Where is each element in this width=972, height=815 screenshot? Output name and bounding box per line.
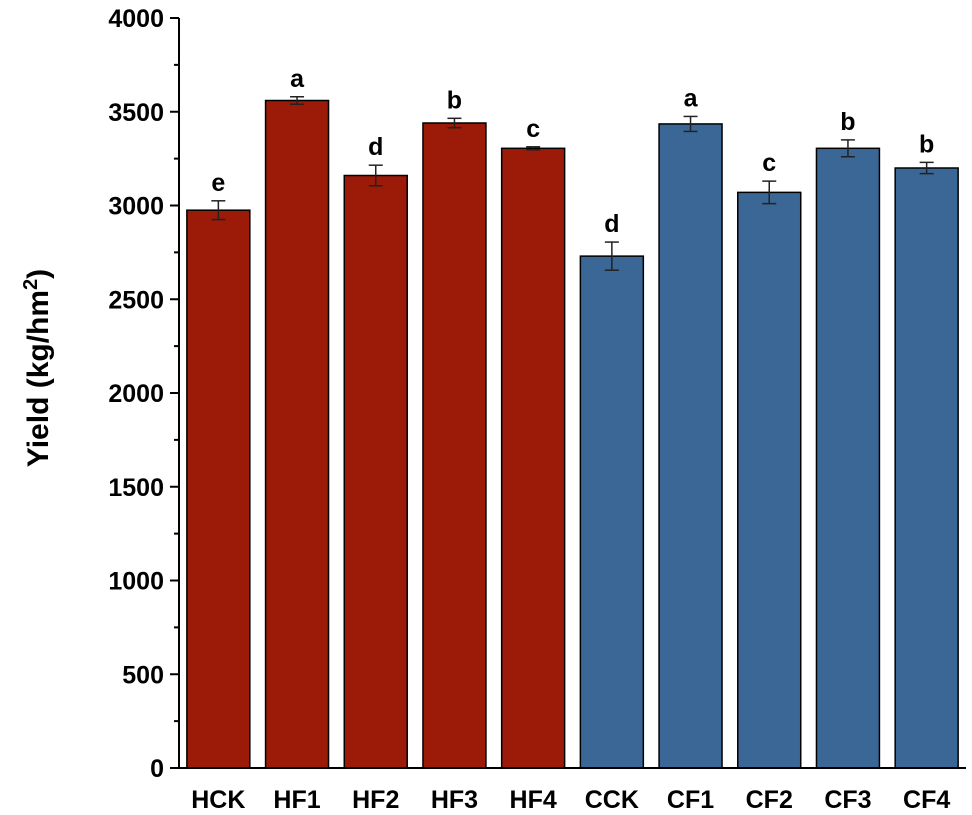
significance-labels-group: e a d b c d a c b b — [211, 65, 934, 238]
category-label-cf2: CF2 — [746, 786, 793, 814]
category-label-hf3: HF3 — [431, 786, 478, 814]
error-bars-group — [211, 96, 934, 271]
y-axis-ticks: 0 500 1000 1500 2000 2500 3000 3500 4000 — [108, 5, 179, 783]
bar-cck — [579, 255, 645, 769]
significance-label-cf3: b — [840, 108, 855, 136]
category-label-hf4: HF4 — [510, 786, 557, 814]
bar-hf4 — [500, 147, 566, 769]
significance-label-hf2: d — [368, 133, 383, 161]
y-tick-label: 2000 — [108, 380, 164, 408]
significance-label-cck: d — [604, 210, 619, 238]
significance-label-hf3: b — [447, 86, 462, 114]
bar-hf1 — [264, 99, 330, 769]
y-tick-label: 3500 — [108, 99, 164, 127]
bar-cf3 — [815, 147, 881, 769]
y-axis-title-superscript: 2 — [20, 279, 42, 290]
y-axis-title: Yield (kg/hm2) — [20, 269, 55, 467]
y-axis-title-main: Yield (kg/hm — [22, 290, 55, 467]
bar-hf2 — [343, 174, 408, 769]
y-tick-label: 500 — [122, 661, 164, 689]
bars-group — [186, 99, 959, 769]
significance-label-hf4: c — [526, 115, 540, 143]
y-tick-label: 1000 — [108, 568, 164, 596]
category-label-cf4: CF4 — [903, 786, 950, 814]
category-label-hck: HCK — [191, 786, 245, 814]
category-label-cck: CCK — [585, 786, 639, 814]
category-label-cf1: CF1 — [667, 786, 714, 814]
significance-label-cf2: c — [762, 149, 776, 177]
significance-label-hf1: a — [290, 65, 305, 93]
bar-cf2 — [737, 191, 802, 769]
bar-hck — [186, 209, 251, 769]
y-tick-label: 1500 — [108, 474, 164, 502]
category-label-cf3: CF3 — [824, 786, 871, 814]
y-tick-label: 4000 — [108, 5, 164, 33]
y-tick-label: 3000 — [108, 193, 164, 221]
significance-label-cf1: a — [684, 84, 699, 112]
category-label-hf1: HF1 — [273, 786, 320, 814]
y-axis-title-close: ) — [22, 269, 55, 279]
bar-cf4 — [894, 167, 959, 769]
significance-label-cf4: b — [919, 130, 934, 158]
y-tick-label: 0 — [150, 755, 164, 783]
category-labels-group: HCK HF1 HF2 HF3 HF4 CCK CF1 CF2 CF3 CF4 — [191, 786, 950, 814]
bar-hf3 — [422, 122, 487, 769]
y-tick-label: 2500 — [108, 286, 164, 314]
significance-label-hck: e — [211, 169, 225, 197]
bar-cf1 — [658, 123, 723, 769]
category-label-hf2: HF2 — [352, 786, 399, 814]
